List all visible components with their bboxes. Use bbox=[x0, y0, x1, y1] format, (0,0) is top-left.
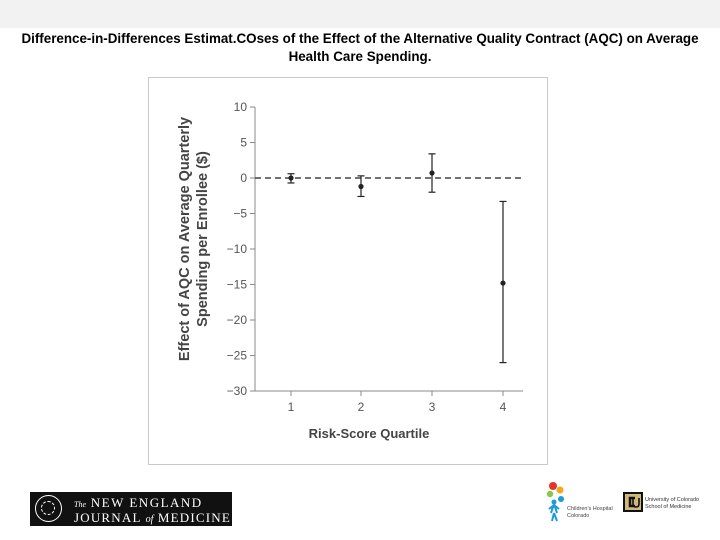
data-point-4 bbox=[500, 280, 506, 286]
y-axis-label-line2: Spending per Enrollee ($) bbox=[195, 151, 211, 327]
y-tick-label: −5 bbox=[233, 207, 247, 221]
x-axis-label: Risk-Score Quartile bbox=[309, 426, 430, 441]
axes: 10 5 0 −5 −10 −15 −20 −25 −30 1 2 3 4 bbox=[227, 100, 523, 414]
y-tick-label: −25 bbox=[227, 349, 248, 363]
y-tick-label: 0 bbox=[240, 171, 247, 185]
data-point-2 bbox=[358, 183, 364, 190]
error-bar-chart: 10 5 0 −5 −10 −15 −20 −25 −30 1 2 3 4 Effect of AQC … bbox=[177, 100, 523, 441]
x-tick-label: 3 bbox=[429, 400, 436, 414]
childrens-hospital-colorado-logo: Children's Hospital Colorado bbox=[545, 480, 625, 526]
x-tick-label: 2 bbox=[358, 400, 365, 414]
slide-title: Difference-in-Differences Estimat.COses … bbox=[21, 31, 699, 64]
nejm-logo-line1: The NEW ENGLAND bbox=[74, 495, 203, 510]
cu-school-of-medicine-logo: University of Colorado School of Medicin… bbox=[623, 492, 713, 522]
chart-marks bbox=[255, 153, 523, 364]
y-tick-label: 5 bbox=[240, 136, 247, 150]
balloons-icon bbox=[546, 482, 564, 522]
figure-panel: 10 5 0 −5 −10 −15 −20 −25 −30 1 2 3 4 Effect of AQC … bbox=[148, 77, 548, 465]
nejm-seal-icon bbox=[35, 495, 62, 522]
y-tick-label: −10 bbox=[227, 242, 248, 256]
y-tick-label: −30 bbox=[227, 384, 248, 398]
cu-monogram-icon bbox=[623, 492, 643, 512]
x-tick-label: 1 bbox=[288, 400, 295, 414]
y-tick-label: −20 bbox=[227, 313, 248, 327]
x-tick-label: 4 bbox=[500, 400, 507, 414]
cu-school-of-medicine-text: University of Colorado School of Medicin… bbox=[645, 497, 700, 510]
y-axis-label-line1: Effect of AQC on Average Quarterly bbox=[177, 117, 193, 361]
data-point-1 bbox=[288, 175, 294, 181]
y-tick-label: −15 bbox=[227, 278, 248, 292]
data-point-3 bbox=[429, 170, 435, 176]
childrens-hospital-colorado-text: Children's Hospital Colorado bbox=[567, 506, 613, 519]
nejm-logo: The NEW ENGLAND JOURNAL of MEDICINE bbox=[30, 492, 232, 526]
slide-top-bar bbox=[0, 0, 720, 28]
nejm-logo-line2: JOURNAL of MEDICINE bbox=[74, 510, 231, 525]
y-tick-label: 10 bbox=[234, 100, 248, 114]
